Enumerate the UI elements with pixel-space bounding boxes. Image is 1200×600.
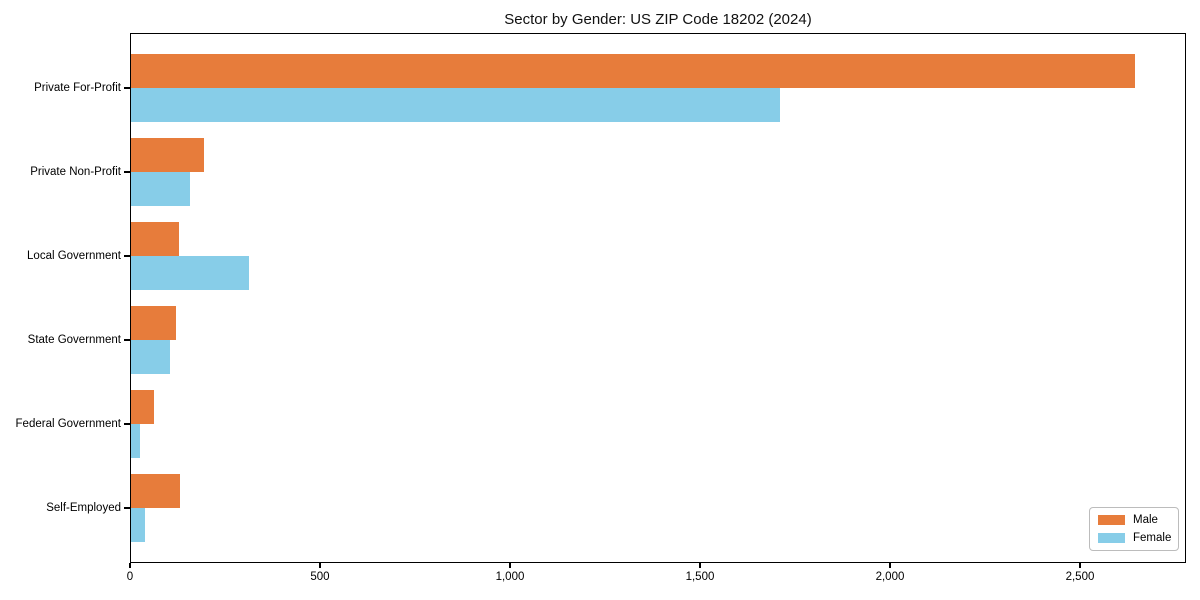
x-tick-label-2000: 2,000 [875, 571, 905, 583]
x-tick-label-500: 500 [310, 571, 330, 583]
bar-male-federal-government [130, 390, 154, 424]
x-tick-1500 [699, 563, 701, 568]
legend-label-male: Male [1133, 514, 1158, 526]
x-tick-label-1000: 1,000 [495, 571, 525, 583]
y-tick-label-private-for-profit: Private For-Profit [34, 82, 121, 94]
x-tick-2000 [889, 563, 891, 568]
y-tick-self-employed [124, 507, 130, 509]
bar-male-self-employed [130, 474, 181, 508]
y-tick-label-local-government: Local Government [27, 250, 121, 262]
y-tick-label-private-non-profit: Private Non-Profit [30, 166, 121, 178]
bar-female-private-non-profit [130, 172, 191, 206]
legend-item-male: Male [1098, 514, 1170, 526]
y-tick-label-federal-government: Federal Government [15, 418, 121, 430]
bar-female-federal-government [130, 424, 140, 458]
chart-title: Sector by Gender: US ZIP Code 18202 (202… [504, 11, 812, 28]
y-tick-private-for-profit [124, 87, 130, 89]
x-tick-label-1500: 1,500 [685, 571, 715, 583]
x-tick-0 [129, 563, 131, 568]
x-tick-label-2500: 2,500 [1065, 571, 1095, 583]
y-tick-private-non-profit [124, 171, 130, 173]
bar-female-self-employed [130, 508, 146, 542]
legend: Male Female [1089, 507, 1179, 551]
x-tick-2500 [1079, 563, 1081, 568]
legend-item-female: Female [1098, 532, 1172, 544]
legend-swatch-female [1098, 533, 1125, 543]
bar-male-local-government [130, 222, 180, 256]
legend-swatch-male [1098, 515, 1125, 525]
bar-female-private-for-profit [130, 88, 780, 122]
y-tick-federal-government [124, 423, 130, 425]
x-tick-500 [319, 563, 321, 568]
x-tick-1000 [509, 563, 511, 568]
plot-area: Private For-Profit Private Non-Profit Loca… [16, 33, 1186, 583]
y-tick-label-self-employed: Self-Employed [46, 502, 121, 514]
x-tick-label-0: 0 [126, 571, 134, 583]
bar-male-private-for-profit [130, 54, 1136, 88]
bar-male-state-government [130, 306, 176, 340]
y-tick-label-state-government: State Government [27, 334, 121, 346]
y-tick-local-government [124, 255, 130, 257]
bar-female-state-government [130, 340, 170, 374]
y-tick-state-government [124, 339, 130, 341]
bar-female-local-government [130, 256, 249, 290]
bar-male-private-non-profit [130, 138, 205, 172]
legend-label-female: Female [1133, 532, 1172, 544]
